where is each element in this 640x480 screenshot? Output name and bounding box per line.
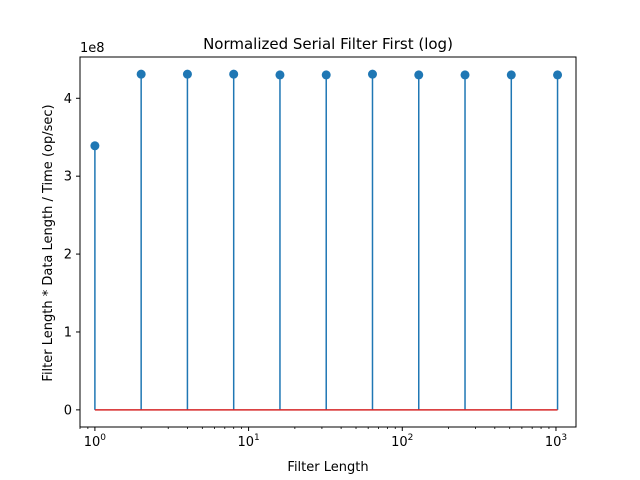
y-tick-label: 0 — [64, 403, 72, 418]
stem-marker — [506, 70, 516, 80]
x-axis-label: Filter Length — [287, 460, 368, 475]
y-tick-label: 3 — [64, 170, 72, 185]
x-tick-label: 103 — [545, 433, 567, 450]
stem-marker — [229, 69, 239, 79]
y-axis-label: Filter Length * Data Length / Time (op/s… — [41, 104, 56, 381]
stem-marker — [367, 69, 377, 79]
stem-marker — [321, 70, 331, 80]
y-offset-label: 1e8 — [80, 41, 105, 56]
y-tick-label: 1 — [64, 325, 72, 340]
stem-marker — [275, 70, 285, 80]
y-tick-label: 2 — [64, 248, 72, 263]
stem-marker — [460, 70, 470, 80]
y-tick-label: 4 — [64, 92, 72, 107]
stem-marker — [136, 69, 146, 79]
x-tick-label: 101 — [237, 433, 259, 450]
x-tick-label: 102 — [391, 433, 413, 450]
stem-marker — [182, 69, 192, 79]
stem-marker — [414, 70, 424, 80]
stem-marker — [553, 70, 563, 80]
chart-title: Normalized Serial Filter First (log) — [203, 35, 453, 53]
x-tick-label: 100 — [84, 433, 107, 450]
plot-area: 100 101 102 103 0 1 2 3 4 — [64, 56, 577, 450]
stem-marker — [90, 141, 100, 151]
axes-frame — [79, 56, 577, 428]
